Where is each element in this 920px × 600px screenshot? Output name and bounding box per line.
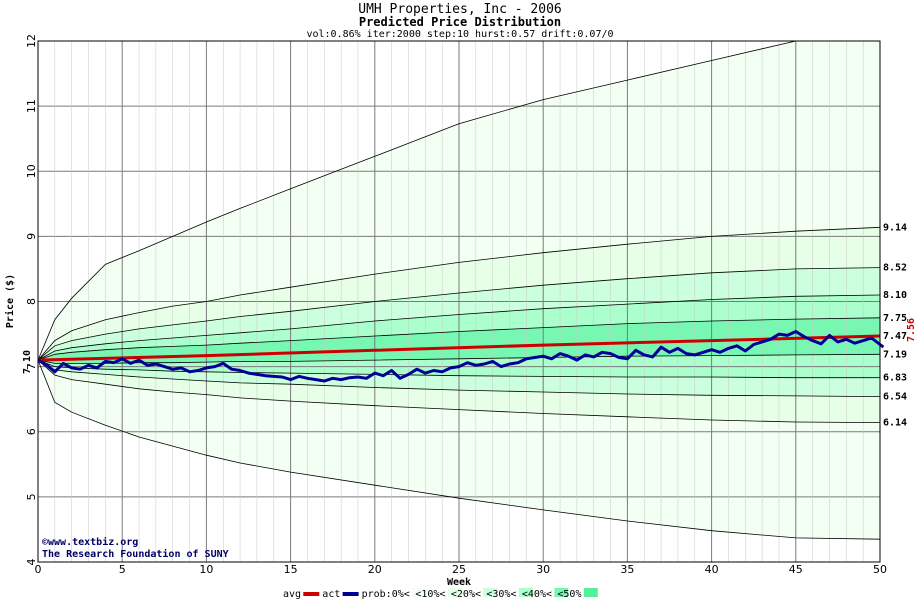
x-tick-label: 10 bbox=[199, 563, 213, 576]
y-tick-label: 5 bbox=[25, 493, 38, 500]
start-price-label: 7.10 bbox=[22, 350, 33, 374]
band-boundaries bbox=[37, 40, 881, 540]
y-tick-label: 9 bbox=[25, 233, 38, 240]
x-tick-label: 15 bbox=[284, 563, 298, 576]
credit-foundation: The Research Foundation of SUNY bbox=[42, 548, 229, 560]
x-tick-label: 20 bbox=[368, 563, 382, 576]
y-axis-ticks: 4 5 6 7 8 9 10 11 12 bbox=[25, 34, 38, 566]
band-4-upper-line bbox=[37, 317, 881, 361]
legend-swatch-band bbox=[483, 588, 498, 597]
legend-swatch-band bbox=[518, 588, 533, 597]
x-tick-label: 25 bbox=[452, 563, 466, 576]
credit-website: ©www.textbiz.org bbox=[42, 536, 138, 548]
legend-swatch-band bbox=[554, 588, 569, 597]
x-tick-label: 45 bbox=[789, 563, 803, 576]
band-value-label: 8.52 bbox=[883, 263, 907, 274]
x-tick-label: 50 bbox=[873, 563, 887, 576]
band-value-label: 7.47 bbox=[883, 331, 907, 342]
y-tick-label: 6 bbox=[25, 428, 38, 435]
end-price-label: 7.56 bbox=[906, 318, 917, 342]
x-axis-ticks: 0 5 10 15 20 25 30 35 40 45 50 bbox=[35, 563, 888, 576]
band-3-upper-line bbox=[37, 294, 881, 361]
chart-params: vol:0.86% iter:2000 step:10 hurst:0.57 d… bbox=[306, 29, 613, 40]
band-value-label: 6.14 bbox=[883, 418, 907, 429]
y-axis-label: Price ($) bbox=[4, 274, 16, 328]
series bbox=[37, 330, 885, 383]
band-value-label: 9.14 bbox=[883, 222, 907, 233]
band-2-lower-line bbox=[37, 359, 881, 397]
legend-label: <40%< bbox=[522, 589, 552, 600]
band-0-upper-line bbox=[37, 40, 880, 361]
plot-frame bbox=[37, 40, 881, 563]
chart-subtitle: Predicted Price Distribution bbox=[359, 15, 561, 29]
y-tick-label: 10 bbox=[25, 164, 38, 178]
legend-label: <20%< bbox=[451, 589, 481, 600]
band-value-label: 7.75 bbox=[883, 313, 907, 324]
legend-label: <30%< bbox=[486, 589, 516, 600]
legend-label: <50% bbox=[557, 589, 581, 600]
legend-swatch-band bbox=[447, 588, 462, 597]
band-value-label: 6.54 bbox=[883, 392, 907, 403]
legend-label: act bbox=[322, 589, 340, 600]
band-value-labels: 9.14 8.52 8.10 7.75 7.47 7.19 6.83 6.54 6.14 bbox=[883, 222, 907, 428]
legend-swatch-band bbox=[412, 588, 427, 597]
x-tick-label: 35 bbox=[620, 563, 634, 576]
x-tick-label: 40 bbox=[705, 563, 719, 576]
band-value-label: 7.19 bbox=[883, 349, 907, 360]
band-1-lower-line bbox=[37, 359, 881, 423]
legend-label: prob:0%< bbox=[362, 589, 410, 600]
y-tick-label: 12 bbox=[25, 34, 38, 48]
band-3-lower-line bbox=[37, 359, 880, 379]
y-tick-label: 8 bbox=[25, 298, 38, 305]
chart-title: UMH Properties, Inc - 2006 bbox=[358, 2, 562, 17]
legend: avg act prob:0%< <10%< <20%< <30%< <40%< <50% bbox=[283, 588, 598, 600]
band-value-label: 8.10 bbox=[883, 290, 907, 301]
x-axis-label: Week bbox=[447, 577, 471, 588]
act-series-line bbox=[37, 330, 885, 383]
legend-swatch-band bbox=[583, 588, 598, 597]
band-1-upper-line bbox=[37, 226, 881, 361]
legend-label: avg bbox=[283, 589, 301, 600]
band-value-label: 6.83 bbox=[883, 373, 907, 384]
band-2-upper-line bbox=[37, 267, 881, 361]
y-tick-label: 4 bbox=[25, 559, 38, 566]
y-tick-label: 11 bbox=[25, 99, 38, 113]
legend-swatch-avg bbox=[303, 592, 320, 596]
legend-label: <10%< bbox=[415, 589, 445, 600]
x-tick-label: 0 bbox=[35, 563, 42, 576]
y-tick-label: 7 bbox=[25, 363, 38, 370]
avg-series-line bbox=[37, 334, 881, 362]
legend-swatch-act bbox=[342, 592, 359, 596]
band-4-lower-line bbox=[37, 353, 881, 364]
x-tick-label: 5 bbox=[119, 563, 126, 576]
band-0-lower-line bbox=[37, 359, 881, 540]
x-tick-label: 30 bbox=[536, 563, 550, 576]
